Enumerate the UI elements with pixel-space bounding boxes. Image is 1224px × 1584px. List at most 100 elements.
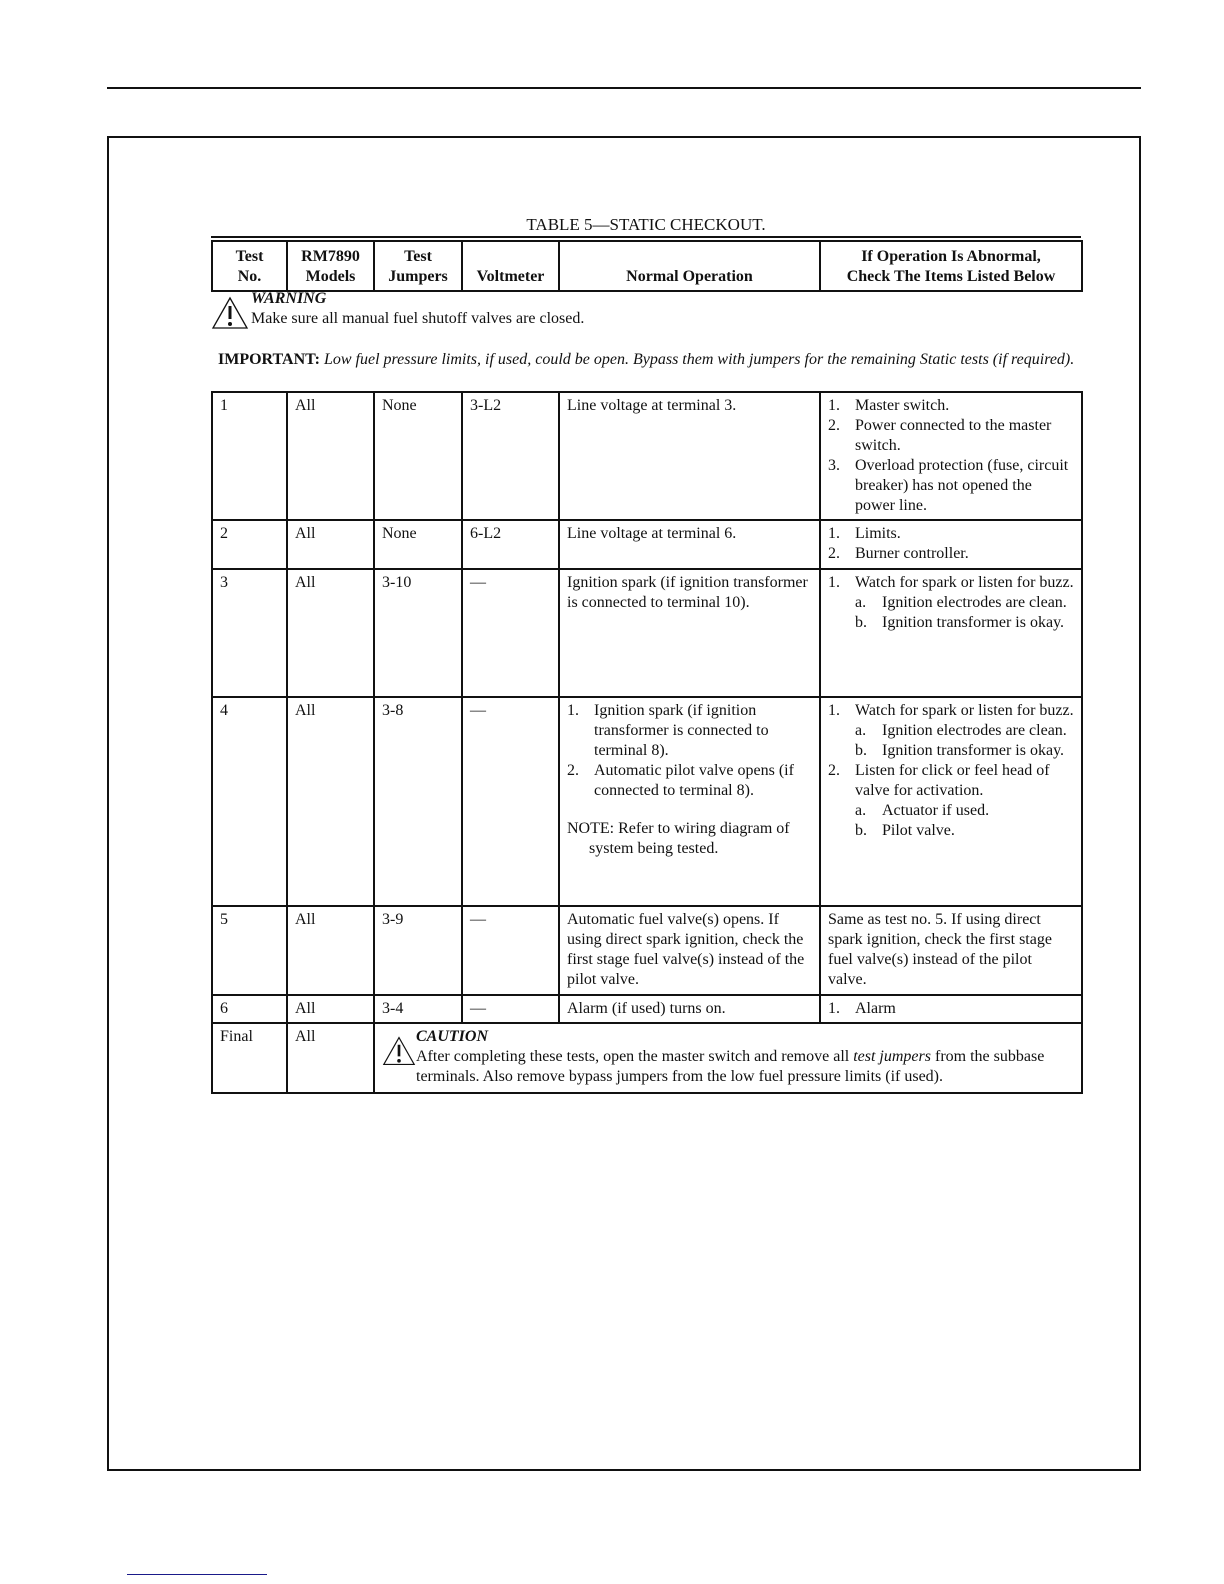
warning-triangle-icon [211, 296, 249, 329]
cell-test: 1 [211, 391, 288, 521]
item-text: Power connected to the master switch. [855, 417, 1052, 454]
list-item: 1. Ignition spark (if ignition transforme… [567, 701, 812, 761]
list-item: 2. Listen for click or feel head of valve… [828, 761, 1074, 801]
cell-jumpers: 3-10 [373, 568, 463, 698]
cell-jumpers: 3-8 [373, 696, 463, 907]
cell-test: 2 [211, 519, 288, 570]
item-number: 3. [828, 457, 840, 474]
cell-jumpers: None [373, 519, 463, 570]
list-item: 2. Power connected to the master switch. [828, 416, 1074, 456]
title-rule [211, 236, 1081, 238]
cell-text: Alarm (if used) turns on. [567, 1000, 726, 1017]
sub-item-letter: b. [855, 742, 867, 759]
item-number: 1. [567, 702, 579, 719]
sub-item-letter: b. [855, 822, 867, 839]
column-header-line: RM7890 [301, 248, 360, 265]
cell-voltmeter: — [461, 696, 560, 907]
table-row-final: Final All CAUTION After completing these te… [211, 1022, 1083, 1094]
list-item: 2. Automatic pilot valve opens (if connec… [567, 761, 812, 801]
table-row: 1 All None 3-L2 Line voltage at terminal 3. 1… [211, 391, 1083, 521]
sub-item-letter: a. [855, 722, 867, 739]
table-header: Test No. RM7890 Models Test Jumpers Voltmeter N… [211, 240, 1083, 292]
list-item: 1. Watch for spark or listen for buzz. [828, 573, 1074, 593]
item-number: 1. [828, 525, 840, 542]
column-header-line: No. [237, 268, 262, 285]
column-header: Test Jumpers [373, 240, 463, 292]
sub-item-text: Ignition transformer is okay. [882, 614, 1065, 631]
column-header: Normal Operation [558, 240, 821, 292]
item-number: 2. [828, 545, 840, 562]
cell-abnormal-check: 1. Limits. 2. Burner controller. [819, 519, 1083, 570]
spacer [567, 801, 812, 819]
sub-item: b. Pilot valve. [828, 821, 1074, 841]
cell-normal-operation: Line voltage at terminal 3. [558, 391, 821, 521]
column-header-line: Voltmeter [476, 268, 545, 285]
column-header-line: Test [404, 248, 432, 265]
item-number: 2. [567, 762, 579, 779]
cell-models: All [286, 568, 375, 698]
item-text: Overload protection (fuse, circuit break… [855, 457, 1069, 514]
column-header-line: Test [235, 248, 264, 265]
cell-test: Final [211, 1022, 288, 1094]
table-row: 6 All 3-4— Alarm (if used) turns on. 1. Alarm [211, 994, 1083, 1024]
cell-test: 3 [211, 568, 288, 698]
important-text: Low fuel pressure limits, if used, could… [323, 351, 1075, 368]
item-number: 1. [828, 574, 840, 591]
warning-text: Make sure all manual fuel shutoff valves… [251, 310, 585, 327]
cell-jumpers: None [373, 391, 463, 521]
cell-normal-operation: Alarm (if used) turns on. [558, 994, 821, 1024]
sub-item: b. Ignition transformer is okay. [828, 613, 1074, 633]
sub-item-letter: a. [855, 594, 867, 611]
sub-item-text: Ignition transformer is okay. [882, 742, 1065, 759]
table-row: 3 All 3-10— Ignition spark (if ignition tra… [211, 568, 1083, 698]
sub-item-letter: a. [855, 802, 867, 819]
cell-models: All [286, 1022, 375, 1094]
column-header: If Operation Is Abnormal, Check The Items… [819, 240, 1083, 292]
column-header: Test No. [211, 240, 288, 292]
list-item: 1. Watch for spark or listen for buzz. [828, 701, 1074, 721]
item-number: 1. [828, 702, 840, 719]
page-frame [107, 136, 1141, 1471]
cell-models: All [286, 994, 375, 1024]
caution-block: CAUTION After completing these tests, ope… [382, 1027, 1074, 1087]
caution-emphasis: test jumpers [853, 1048, 931, 1065]
column-header: Voltmeter [461, 240, 560, 292]
cell-text: Automatic fuel valve(s) opens. If using … [567, 911, 805, 988]
cell-text: Line voltage at terminal 3. [567, 397, 737, 414]
item-text: Master switch. [855, 397, 950, 414]
column-header-line: If Operation Is Abnormal, [861, 248, 1041, 265]
cell-models: All [286, 519, 375, 570]
cell-abnormal-check: 1. Watch for spark or listen for buzz. a. I… [819, 696, 1083, 907]
cell-normal-operation: Automatic fuel valve(s) opens. If using … [558, 905, 821, 996]
cell-voltmeter: 6-L2 [461, 519, 560, 570]
cell-test: 4 [211, 696, 288, 907]
caution-text-part: After completing these tests, open the m… [416, 1048, 854, 1065]
item-text: Watch for spark or listen for buzz. [855, 702, 1074, 719]
item-number: 1. [828, 1000, 840, 1017]
cell-voltmeter: — [461, 994, 560, 1024]
caution-text: After completing these tests, open the m… [416, 1047, 1074, 1087]
link-underline [127, 1574, 267, 1575]
cell-normal-operation: 1. Ignition spark (if ignition transforme… [558, 696, 821, 907]
sub-item: b. Ignition transformer is okay. [828, 741, 1074, 761]
cell-test: 6 [211, 994, 288, 1024]
item-number: 1. [828, 397, 840, 414]
cell-voltmeter: — [461, 568, 560, 698]
item-text: Ignition spark (if ignition transformer … [594, 702, 769, 759]
caution-label: CAUTION [416, 1028, 489, 1045]
cell-abnormal-check: 1. Alarm [819, 994, 1083, 1024]
item-text: Listen for click or feel head of valve f… [855, 762, 1050, 799]
cell-voltmeter: — [461, 905, 560, 996]
cell-text: Line voltage at terminal 6. [567, 525, 737, 542]
static-checkout-table: 1 All None 3-L2 Line voltage at terminal 3. 1… [211, 391, 1083, 1094]
note-text: NOTE: Refer to wiring diagram of system … [567, 820, 790, 857]
sub-item-text: Ignition electrodes are clean. [882, 722, 1067, 739]
item-text: Limits. [855, 525, 901, 542]
sub-item: a. Actuator if used. [828, 801, 1074, 821]
list-item: 1. Master switch. [828, 396, 1074, 416]
item-number: 2. [828, 762, 840, 779]
sub-item-text: Pilot valve. [882, 822, 955, 839]
list-item: 2. Burner controller. [828, 544, 1074, 564]
table-row: 2 All None 6-L2 Line voltage at terminal 6. 1… [211, 519, 1083, 570]
column-header-line: Check The Items Listed Below [846, 268, 1056, 285]
